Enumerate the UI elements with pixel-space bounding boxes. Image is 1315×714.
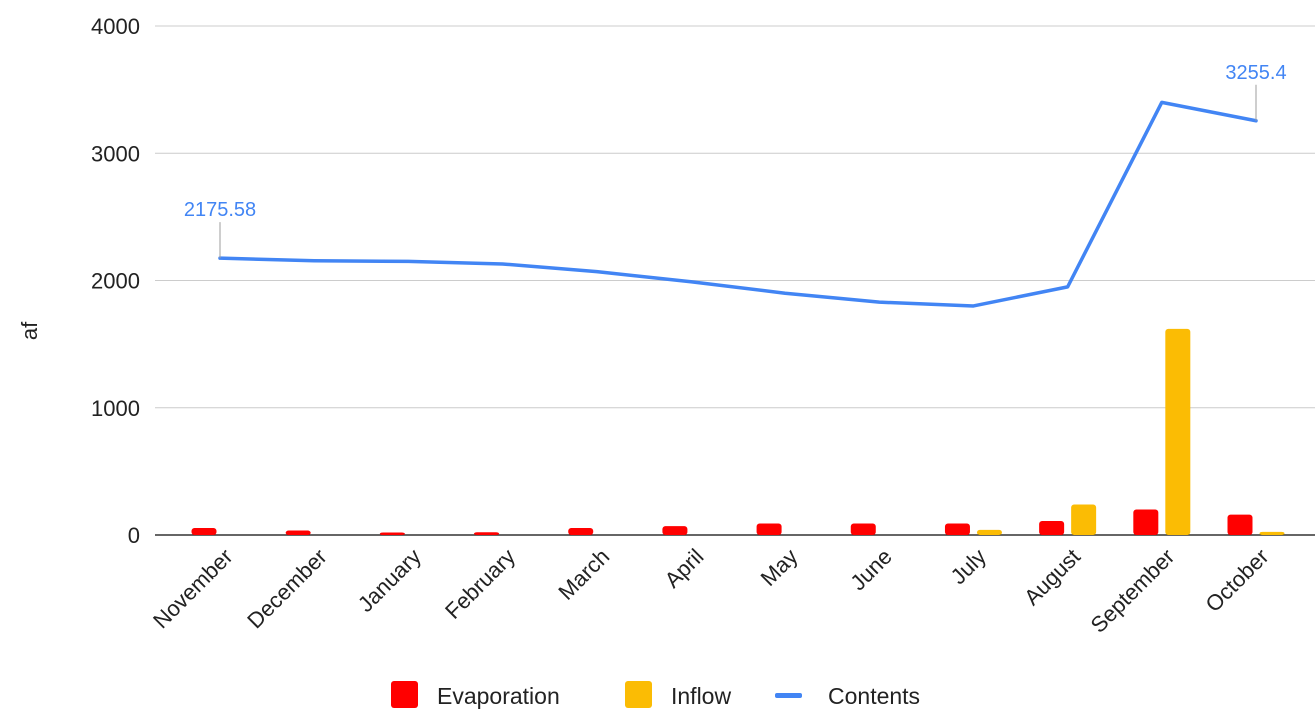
bar-evaporation [1133, 509, 1159, 535]
line-layer [218, 100, 1258, 308]
x-tick-label: March [553, 544, 614, 605]
bar-evaporation [1227, 514, 1253, 535]
x-axis-ticks: November December January February March Apri… [148, 544, 1273, 638]
legend-swatch [391, 681, 418, 708]
bar-inflow [1165, 328, 1191, 535]
x-tick-label: February [440, 544, 520, 624]
x-tick-label: January [353, 544, 426, 617]
y-tick-label: 1000 [91, 396, 140, 421]
bar-evaporation [285, 530, 311, 535]
bar-evaporation [191, 528, 217, 535]
legend-label: Inflow [671, 683, 731, 709]
y-tick-label: 0 [128, 523, 140, 548]
bar-evaporation [850, 523, 876, 535]
x-tick-label: April [660, 544, 709, 593]
x-tick-label: June [845, 544, 896, 595]
x-tick-label: December [242, 544, 331, 633]
bar-evaporation [944, 523, 970, 535]
y-axis-ticks: 0 1000 2000 3000 4000 [91, 14, 140, 548]
line-contents [218, 100, 1258, 308]
legend: Evaporation Inflow Contents [391, 681, 920, 709]
bar-evaporation [568, 528, 594, 535]
data-label: 2175.58 [184, 199, 256, 221]
bar-inflow [976, 529, 1002, 535]
x-tick-label: August [1019, 544, 1085, 610]
y-tick-label: 3000 [91, 141, 140, 166]
bars [191, 328, 1285, 535]
annotations: 2175.58 3255.4 [184, 62, 1287, 259]
bar-evaporation [1039, 521, 1065, 535]
data-label: 3255.4 [1225, 62, 1286, 84]
bar-evaporation [379, 532, 405, 535]
bar-inflow [1071, 504, 1097, 535]
x-tick-label: September [1086, 544, 1180, 638]
gridlines [155, 25, 1315, 536]
y-tick-label: 4000 [91, 14, 140, 39]
legend-swatch [775, 693, 802, 698]
legend-label: Evaporation [437, 683, 560, 709]
x-tick-label: July [946, 544, 991, 589]
x-tick-label: October [1201, 544, 1274, 617]
legend-label: Contents [828, 683, 920, 709]
bar-evaporation [474, 532, 500, 535]
bar-inflow [1259, 531, 1285, 535]
legend-swatch [625, 681, 652, 708]
bar-evaporation [662, 526, 688, 535]
y-axis-title: af [17, 321, 42, 340]
y-tick-label: 2000 [91, 269, 140, 294]
bar-evaporation [756, 523, 782, 535]
x-tick-label: May [756, 544, 803, 591]
x-tick-label: November [148, 544, 237, 633]
